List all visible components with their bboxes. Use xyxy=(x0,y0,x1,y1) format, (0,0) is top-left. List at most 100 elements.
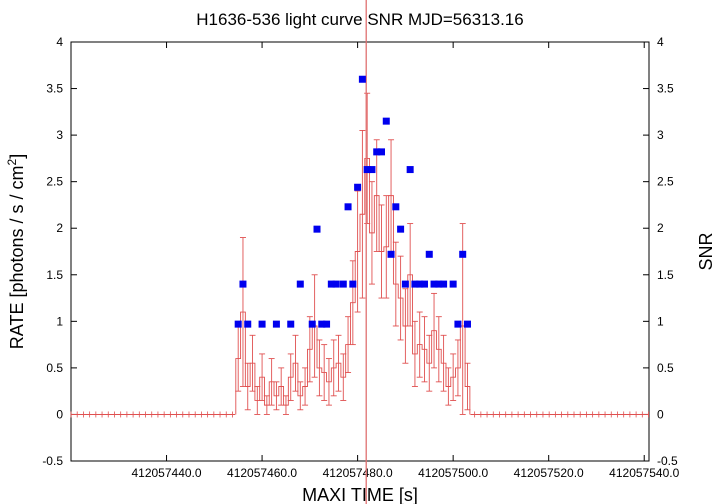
y-axis-title-main: RATE [photons / s / cm xyxy=(7,165,27,349)
rate-point xyxy=(297,381,304,411)
rate-point xyxy=(392,241,399,327)
y2-tick-label: 2 xyxy=(657,221,664,235)
y2-tick-label: 1.5 xyxy=(657,268,674,282)
rate-point xyxy=(282,395,289,415)
snr-point xyxy=(239,280,247,288)
rate-point xyxy=(402,288,409,364)
rate-point xyxy=(397,255,404,341)
chart-title: H1636-536 light curve SNR MJD=56313.16 xyxy=(196,10,523,29)
y-axis-title: RATE [photons / s / cm2] xyxy=(5,154,27,349)
snr-point xyxy=(354,183,362,191)
snr-point xyxy=(454,320,462,328)
snr-point xyxy=(332,280,340,288)
snr-point xyxy=(368,166,376,174)
rate-point xyxy=(330,339,337,397)
y-tick-label: 0 xyxy=(56,407,63,421)
rate-point xyxy=(440,334,447,392)
snr-point xyxy=(463,320,471,328)
rate-point xyxy=(383,195,390,299)
snr-point xyxy=(392,203,400,211)
y2-tick-label: 0 xyxy=(657,407,664,421)
rate-point xyxy=(407,223,414,327)
rate-point xyxy=(244,362,251,411)
y2-tick-label: 3.5 xyxy=(657,82,674,96)
rate-point xyxy=(435,316,442,383)
x-tick-label: 412057480.0 xyxy=(323,466,393,480)
snr-point xyxy=(430,280,438,288)
y2-tick-label: 4 xyxy=(657,35,664,49)
y-tick-label: 0.5 xyxy=(46,361,63,375)
rate-point xyxy=(416,311,423,378)
y-tick-label: -0.5 xyxy=(42,454,63,468)
y-tick-label: 4 xyxy=(56,35,63,49)
x-tick-label: 412057440.0 xyxy=(131,466,201,480)
rate-point xyxy=(316,339,323,397)
rate-point xyxy=(239,237,246,387)
rate-point xyxy=(278,367,285,406)
snr-point xyxy=(425,250,433,258)
y2-tick-label: -0.5 xyxy=(657,454,678,468)
snr-point xyxy=(272,320,280,328)
snr-point xyxy=(244,320,252,328)
rate-point xyxy=(373,139,380,252)
y-tick-label: 3.5 xyxy=(46,82,63,96)
y2-tick-label: 2.5 xyxy=(657,175,674,189)
snr-point xyxy=(401,280,409,288)
snr-point xyxy=(459,250,467,258)
snr-point xyxy=(339,280,347,288)
rate-point xyxy=(359,130,366,299)
x-tick-label: 412057520.0 xyxy=(514,466,584,480)
snr-point xyxy=(234,320,242,328)
rate-point xyxy=(354,190,361,313)
snr-point xyxy=(327,280,335,288)
rate-point xyxy=(411,320,418,387)
rate-point xyxy=(450,353,457,401)
snr-point xyxy=(420,280,428,288)
y2-axis-title: SNR xyxy=(696,232,716,270)
rate-point xyxy=(335,334,342,392)
x-tick-label: 412057460.0 xyxy=(227,466,297,480)
y-tick-label: 1 xyxy=(56,314,63,328)
data-layer xyxy=(70,0,649,504)
snr-point xyxy=(397,225,405,233)
snr-point xyxy=(382,117,390,125)
snr-point xyxy=(416,280,424,288)
rate-point xyxy=(273,381,280,411)
rate-point xyxy=(454,339,461,397)
snr-point xyxy=(318,320,326,328)
plot-frame xyxy=(70,41,650,462)
y2-tick-label: 0.5 xyxy=(657,361,674,375)
rate-point xyxy=(302,367,309,406)
snr-point xyxy=(440,280,448,288)
snr-point xyxy=(406,166,414,174)
snr-point xyxy=(344,203,352,211)
rate-point xyxy=(325,358,332,406)
rate-point xyxy=(287,353,294,401)
snr-point xyxy=(296,280,304,288)
rate-point xyxy=(263,395,270,415)
snr-point xyxy=(287,320,295,328)
snr-point xyxy=(358,75,366,83)
x-tick-label: 412057540.0 xyxy=(609,466,679,480)
snr-point xyxy=(313,225,321,233)
x-axis-title: MAXI TIME [s] xyxy=(302,485,418,504)
rate-point xyxy=(431,292,438,369)
snr-point xyxy=(387,250,395,258)
snr-point xyxy=(373,148,381,156)
snr-point xyxy=(435,280,443,288)
rate-point xyxy=(368,181,375,285)
rate-point xyxy=(254,386,261,415)
snr-point xyxy=(258,320,266,328)
rate-point xyxy=(426,334,433,392)
x-tick-label: 412057500.0 xyxy=(418,466,488,480)
y-tick-label: 2 xyxy=(56,221,63,235)
rate-point xyxy=(445,367,452,406)
y-tick-label: 1.5 xyxy=(46,268,63,282)
y-axis-title-sup: 2 xyxy=(5,158,19,165)
y-axis-title-end: ] xyxy=(7,154,27,159)
rate-point xyxy=(464,362,471,411)
rate-point xyxy=(249,334,256,392)
rate-point xyxy=(421,316,428,383)
